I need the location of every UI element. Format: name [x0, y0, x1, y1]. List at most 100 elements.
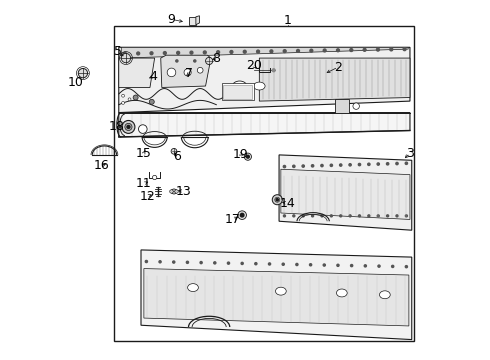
Polygon shape — [119, 113, 410, 137]
Circle shape — [245, 153, 251, 160]
Ellipse shape — [188, 284, 198, 292]
Circle shape — [152, 175, 157, 180]
Circle shape — [392, 265, 394, 267]
Circle shape — [255, 262, 257, 265]
Text: 10: 10 — [68, 76, 84, 89]
Text: 9: 9 — [168, 13, 175, 26]
Text: 13: 13 — [176, 185, 192, 198]
Text: 14: 14 — [279, 197, 295, 210]
Circle shape — [283, 50, 286, 53]
Circle shape — [282, 263, 284, 265]
Circle shape — [321, 215, 323, 217]
Text: 3: 3 — [406, 147, 414, 159]
Text: 20: 20 — [246, 59, 262, 72]
Circle shape — [149, 99, 154, 104]
Circle shape — [376, 48, 379, 51]
Circle shape — [377, 215, 379, 217]
Text: 2: 2 — [334, 60, 342, 73]
Circle shape — [283, 166, 286, 168]
Circle shape — [323, 264, 325, 266]
Circle shape — [241, 262, 243, 265]
Circle shape — [269, 263, 270, 265]
Circle shape — [330, 164, 333, 166]
Circle shape — [230, 50, 233, 53]
Circle shape — [122, 102, 124, 104]
Circle shape — [283, 215, 286, 217]
Polygon shape — [279, 155, 412, 230]
Circle shape — [340, 215, 342, 217]
Circle shape — [302, 165, 304, 167]
Circle shape — [310, 49, 313, 52]
Circle shape — [276, 199, 278, 201]
Ellipse shape — [337, 289, 347, 297]
Circle shape — [405, 266, 408, 268]
Polygon shape — [196, 16, 199, 25]
Ellipse shape — [254, 82, 265, 90]
Bar — [221, 83, 254, 100]
Circle shape — [172, 261, 175, 263]
Polygon shape — [141, 250, 412, 339]
Circle shape — [244, 50, 246, 53]
Circle shape — [176, 60, 178, 62]
Circle shape — [293, 215, 295, 217]
Circle shape — [184, 69, 191, 76]
Circle shape — [359, 215, 361, 217]
Text: 11: 11 — [136, 177, 152, 190]
Circle shape — [127, 126, 130, 129]
Circle shape — [172, 189, 176, 194]
Circle shape — [163, 51, 166, 54]
Circle shape — [227, 262, 229, 264]
Circle shape — [240, 213, 244, 217]
Circle shape — [257, 50, 260, 53]
Circle shape — [353, 103, 359, 109]
Circle shape — [310, 264, 312, 266]
Circle shape — [350, 265, 353, 267]
Bar — [114, 26, 414, 341]
Polygon shape — [281, 169, 410, 220]
Circle shape — [238, 211, 246, 220]
Circle shape — [123, 52, 126, 55]
Circle shape — [167, 68, 176, 77]
Text: 18: 18 — [109, 121, 124, 134]
Bar — [190, 17, 196, 25]
Circle shape — [194, 60, 196, 62]
Polygon shape — [119, 47, 410, 113]
Text: 8: 8 — [212, 51, 220, 64]
Circle shape — [403, 48, 406, 51]
Text: 4: 4 — [149, 69, 157, 82]
Circle shape — [200, 261, 202, 264]
Text: 16: 16 — [94, 159, 109, 172]
Circle shape — [133, 95, 138, 100]
Polygon shape — [119, 58, 155, 87]
Circle shape — [390, 48, 392, 51]
Circle shape — [368, 215, 370, 217]
Circle shape — [205, 57, 213, 64]
Text: 17: 17 — [224, 213, 241, 226]
Polygon shape — [144, 269, 409, 326]
Ellipse shape — [275, 287, 286, 295]
Circle shape — [150, 52, 153, 55]
Circle shape — [186, 261, 189, 264]
Circle shape — [312, 215, 314, 217]
Circle shape — [350, 49, 353, 51]
Circle shape — [272, 69, 275, 72]
Circle shape — [321, 165, 323, 167]
Text: 19: 19 — [233, 148, 248, 161]
Polygon shape — [170, 189, 174, 194]
Circle shape — [159, 261, 161, 263]
Bar — [335, 99, 349, 113]
Circle shape — [358, 163, 361, 166]
Circle shape — [246, 155, 249, 158]
Circle shape — [302, 215, 304, 217]
Circle shape — [122, 94, 124, 97]
Circle shape — [296, 264, 298, 266]
Circle shape — [146, 260, 147, 262]
Bar — [223, 85, 252, 99]
Circle shape — [78, 68, 88, 78]
Circle shape — [368, 163, 370, 166]
Circle shape — [396, 162, 398, 165]
Circle shape — [340, 164, 342, 166]
Circle shape — [139, 125, 147, 134]
Circle shape — [272, 195, 282, 205]
Text: 12: 12 — [140, 190, 155, 203]
